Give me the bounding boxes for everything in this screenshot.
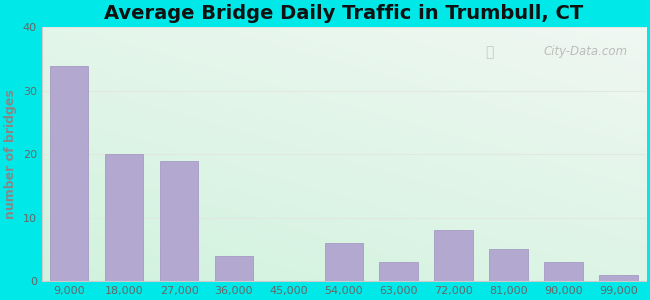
Title: Average Bridge Daily Traffic in Trumbull, CT: Average Bridge Daily Traffic in Trumbull… (104, 4, 584, 23)
Bar (214, 256, 253, 281)
Bar (380, 262, 418, 281)
Text: City-Data.com: City-Data.com (543, 45, 628, 58)
Y-axis label: number of bridges: number of bridges (4, 89, 17, 219)
Bar (50, 65, 88, 281)
Bar (599, 274, 638, 281)
Bar (324, 243, 363, 281)
Bar (544, 262, 582, 281)
Bar (160, 160, 198, 281)
Text: ⓘ: ⓘ (486, 45, 494, 59)
Bar (489, 249, 528, 281)
Bar (434, 230, 473, 281)
Bar (105, 154, 143, 281)
